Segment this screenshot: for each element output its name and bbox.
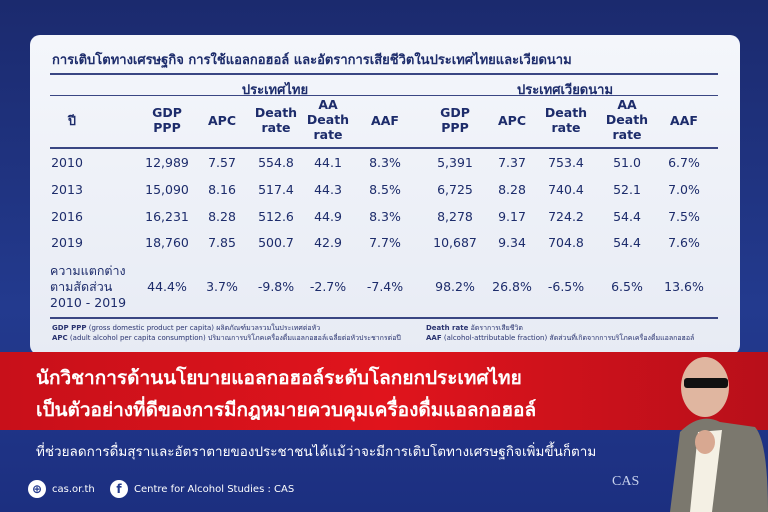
cell-vietnam: 7.37 (498, 155, 526, 170)
cell-vietnam: 8.28 (498, 182, 526, 197)
cell-vietnam: 52.1 (613, 182, 641, 197)
cell-thai: 517.4 (258, 182, 294, 197)
cell-vietnam: 7.6% (668, 235, 700, 250)
diff-cell-thai: -2.7% (309, 279, 347, 294)
headline-line2: เป็นตัวอย่างที่ดีของการมีกฎหมายควบคุมเคร… (36, 399, 537, 421)
cell-vietnam: 8,278 (437, 209, 473, 224)
diff-cell-vietnam: 6.5% (611, 279, 643, 294)
diff-cell-vietnam: -6.5% (547, 279, 585, 294)
footnote-gdp: GDP PPP (gross domestic product per capi… (52, 324, 321, 332)
headline-band (0, 352, 768, 430)
row-year: 2019 (51, 235, 83, 250)
cell-thai: 7.85 (208, 235, 236, 250)
divider (50, 147, 718, 149)
column-header-thai: AAF (371, 113, 399, 128)
cell-vietnam: 10,687 (433, 235, 477, 250)
cell-vietnam: 7.0% (668, 182, 700, 197)
footnote-aaf: AAF (alcohol-attributable fraction) สัดส… (426, 334, 695, 342)
website-text: cas.or.th (52, 483, 95, 495)
group-thailand: ประเทศไทย (241, 83, 309, 98)
column-header-thai: AA Death rate (306, 97, 350, 142)
subheadline: ที่ช่วยลดการดื่มสุราและอัตราตายของประชาช… (36, 444, 597, 460)
table-title: การเติบโตทางเศรษฐกิจ การใช้แอลกอฮอล์ และ… (52, 53, 572, 68)
footnote-death: Death rate อัตราการเสียชีวิต (426, 324, 523, 332)
cell-thai: 8.3% (369, 209, 401, 224)
column-header-vn: Death rate (544, 105, 588, 135)
diff-row-label: ความแตกต่าง ตามสัดส่วน 2010 - 2019 (50, 263, 127, 310)
cell-thai: 8.5% (369, 182, 401, 197)
diff-cell-thai: -9.8% (257, 279, 295, 294)
column-header-thai: APC (207, 113, 236, 128)
cell-thai: 554.8 (258, 155, 294, 170)
cell-vietnam: 9.34 (498, 235, 526, 250)
headline: นักวิชาการด้านนโยบายแอลกอฮอล์ระดับโลกยกป… (36, 362, 536, 426)
cell-thai: 18,760 (145, 235, 189, 250)
cell-vietnam: 753.4 (548, 155, 584, 170)
globe-icon: ⊕ (28, 480, 46, 498)
cell-thai: 8.3% (369, 155, 401, 170)
cell-vietnam: 740.4 (548, 182, 584, 197)
facebook-text: Centre for Alcohol Studies : CAS (134, 483, 295, 495)
cell-thai: 512.6 (258, 209, 294, 224)
facebook-icon: f (110, 480, 128, 498)
row-year: 2013 (51, 182, 83, 197)
cell-thai: 44.1 (314, 155, 342, 170)
column-header-thai: GDP PPP (152, 105, 182, 135)
diff-cell-vietnam: 13.6% (664, 279, 704, 294)
cell-vietnam: 7.5% (668, 209, 700, 224)
column-header-vn: APC (497, 113, 526, 128)
cell-thai: 12,989 (145, 155, 189, 170)
cell-vietnam: 54.4 (613, 209, 641, 224)
cell-vietnam: 5,391 (437, 155, 473, 170)
row-year: 2016 (51, 209, 83, 224)
cell-thai: 500.7 (258, 235, 294, 250)
column-header-vn: AAF (670, 113, 698, 128)
cell-thai: 8.28 (208, 209, 236, 224)
cell-thai: 44.9 (314, 209, 342, 224)
cell-vietnam: 6,725 (437, 182, 473, 197)
cell-vietnam: 724.2 (548, 209, 584, 224)
diff-cell-thai: 44.4% (147, 279, 187, 294)
diff-cell-thai: -7.4% (366, 279, 404, 294)
column-header-vn: AA Death rate (605, 97, 649, 142)
footnote-apc: APC (adult alcohol per capita consumptio… (52, 334, 401, 342)
facebook-link[interactable]: f Centre for Alcohol Studies : CAS (110, 480, 294, 498)
cas-logo: CAS (612, 474, 640, 489)
column-header-thai: Death rate (254, 105, 298, 135)
cell-thai: 7.7% (369, 235, 401, 250)
cell-thai: 42.9 (314, 235, 342, 250)
cell-vietnam: 51.0 (613, 155, 641, 170)
cell-thai: 7.57 (208, 155, 236, 170)
cell-thai: 16,231 (145, 209, 189, 224)
cell-thai: 8.16 (208, 182, 236, 197)
column-header-vn: GDP PPP (440, 105, 470, 135)
cell-vietnam: 6.7% (668, 155, 700, 170)
diff-cell-vietnam: 98.2% (435, 279, 475, 294)
diff-cell-vietnam: 26.8% (492, 279, 532, 294)
row-year: 2010 (51, 155, 83, 170)
cell-vietnam: 9.17 (498, 209, 526, 224)
person-photo (670, 357, 768, 512)
cell-thai: 44.3 (314, 182, 342, 197)
divider (50, 95, 718, 96)
divider (50, 317, 718, 319)
data-table-card: การเติบโตทางเศรษฐกิจ การใช้แอลกอฮอล์ และ… (30, 35, 740, 355)
cell-vietnam: 54.4 (613, 235, 641, 250)
diff-cell-thai: 3.7% (206, 279, 238, 294)
website-link[interactable]: ⊕ cas.or.th (28, 480, 95, 498)
headline-line1: นักวิชาการด้านนโยบายแอลกอฮอล์ระดับโลกยกป… (36, 367, 522, 389)
divider (50, 73, 718, 75)
group-vietnam: ประเทศเวียดนาม (516, 83, 614, 98)
cell-thai: 15,090 (145, 182, 189, 197)
year-header: ปี (68, 113, 76, 128)
cell-vietnam: 704.8 (548, 235, 584, 250)
